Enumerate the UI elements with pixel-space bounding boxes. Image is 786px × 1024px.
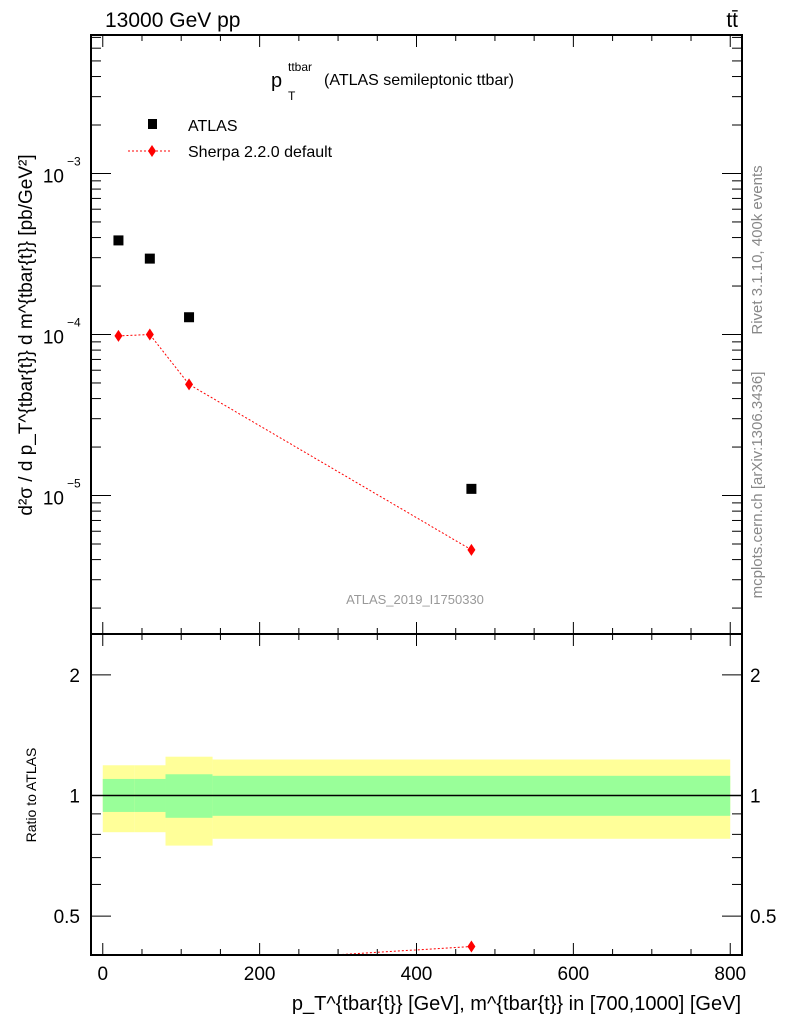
legend-sherpa-label: Sherpa 2.2.0 default	[188, 144, 333, 161]
sherpa-line	[118, 333, 472, 551]
ratio-tick-label: 1	[69, 787, 80, 808]
y-axis-label: d²σ / d p_T^{tbar{t}} d m^{tbar{t}} [pb/…	[16, 154, 37, 515]
x-tick-label: 800	[714, 964, 746, 985]
y-tick-label: 10	[43, 328, 64, 349]
y-tick-exponent: −3	[67, 154, 81, 168]
y-tick-label: 10	[43, 489, 64, 510]
ratio-tick-label: 0.5	[54, 907, 80, 928]
ratio-tick-label-right: 0.5	[750, 907, 776, 928]
title-p: p	[271, 70, 282, 92]
legend-atlas-label: ATLAS	[188, 118, 238, 135]
sherpa-data-point	[114, 329, 123, 342]
ratio-frame	[90, 633, 743, 956]
ratio-tick-label-right: 2	[750, 666, 761, 687]
atlas-data-point	[113, 235, 124, 246]
x-tick-label: 0	[97, 964, 108, 985]
atlas-data-point	[466, 483, 477, 494]
y-tick-label: 10	[43, 166, 64, 187]
x-tick-label: 400	[401, 964, 433, 985]
x-axis-label: p_T^{tbar{t}} [GeV], m^{tbar{t}} in [700…	[292, 993, 741, 1015]
legend-atlas-marker	[148, 119, 157, 129]
ratio-tick-label-right: 1	[750, 787, 761, 808]
title-sup: ttbar	[288, 60, 312, 74]
x-tick-label: 200	[244, 964, 276, 985]
sherpa-data-point	[467, 543, 476, 556]
y-tick-exponent: −4	[67, 316, 81, 330]
ratio-bands	[102, 756, 731, 846]
sherpa-data-point	[145, 328, 154, 341]
atlas-data-point	[184, 312, 195, 323]
header-left: 13000 GeV pp	[105, 9, 240, 32]
x-tick-label: 600	[558, 964, 590, 985]
mcplots-label: mcplots.cern.ch [arXiv:1306.3436]	[749, 372, 766, 599]
legend: ATLAS Sherpa 2.2.0 default	[128, 118, 333, 161]
ratio-y-axis-label: Ratio to ATLAS	[23, 748, 39, 843]
legend-sherpa-marker	[148, 145, 156, 157]
atlas-data-point	[144, 253, 155, 264]
header-right: tt̄	[726, 9, 738, 32]
title-sub: T	[288, 89, 296, 103]
plot-title: p ttbar T (ATLAS semileptonic ttbar)	[271, 60, 514, 103]
y-tick-exponent: −5	[67, 477, 81, 491]
sherpa-data-point	[185, 378, 194, 391]
rivet-label: Rivet 3.1.10, 400k events	[749, 165, 766, 334]
title-rest: (ATLAS semileptonic ttbar)	[324, 72, 514, 89]
sherpa-ratio-point	[467, 940, 476, 953]
ratio-tick-label: 2	[69, 666, 80, 687]
analysis-id: ATLAS_2019_I1750330	[346, 592, 484, 607]
